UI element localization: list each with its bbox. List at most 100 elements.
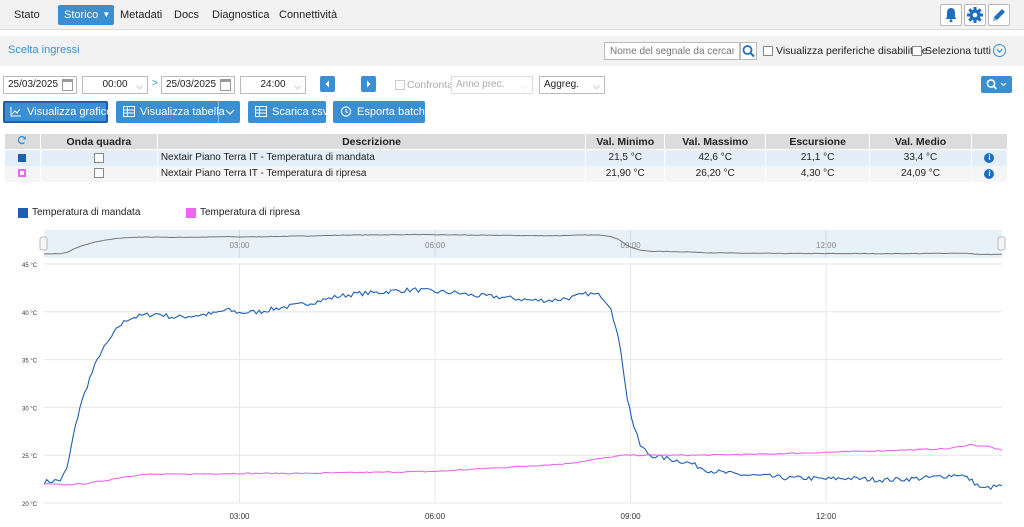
- nav-metadati[interactable]: Metadati: [120, 9, 163, 21]
- nav-stato[interactable]: Stato: [14, 9, 40, 21]
- nav-diagnostica[interactable]: Diagnostica: [212, 9, 270, 21]
- info-cell: i: [971, 165, 1009, 182]
- x-axis-ticks: 03:00 06:00 09:00 12:00: [229, 512, 836, 521]
- chevron-down-icon: ⌵: [521, 81, 528, 91]
- nav-docs[interactable]: Docs: [174, 9, 200, 21]
- info-icon[interactable]: i: [984, 169, 995, 179]
- top-nav: Stato Storico ▼ Metadati Docs Diagnostic…: [0, 0, 1024, 30]
- min-cell: 21,90 °C: [585, 165, 666, 182]
- compare-period-select[interactable]: Anno prec. ⌵: [451, 76, 533, 94]
- show-table-button[interactable]: Visualizza tabella: [116, 101, 240, 123]
- description-cell: Nextair Piano Terra IT - Temperatura di …: [157, 149, 587, 166]
- info-icon[interactable]: i: [984, 153, 995, 164]
- date-to-input[interactable]: 25/03/2025: [161, 76, 235, 94]
- column-header-description: Descrizione: [156, 133, 587, 150]
- previous-period-button[interactable]: [320, 76, 335, 92]
- min-cell: 21,5 °C: [585, 149, 666, 166]
- series-color-swatch[interactable]: [18, 169, 27, 178]
- square-wave-checkbox[interactable]: [93, 168, 104, 179]
- chevron-down-icon: ⌵: [294, 81, 301, 91]
- navigator-left-handle[interactable]: [39, 236, 48, 251]
- date-to-value: 25/03/2025: [166, 79, 217, 90]
- download-csv-button[interactable]: Scarica csv: [248, 101, 328, 123]
- max-cell: 42,6 °C: [664, 149, 767, 166]
- notifications-button[interactable]: [940, 4, 962, 26]
- column-header-min: Val. Minimo: [585, 133, 666, 150]
- nav-storico[interactable]: Storico ▼: [58, 5, 115, 25]
- calendar-icon[interactable]: [62, 79, 73, 91]
- clock-icon: [340, 106, 352, 117]
- show-disabled-label: Visualizza periferiche disabilitate: [776, 45, 928, 57]
- y-tick-label: 35 °C: [22, 359, 38, 365]
- date-from-input[interactable]: 25/03/2025: [3, 76, 77, 94]
- compare-checkbox[interactable]: [395, 80, 405, 90]
- column-header-max: Val. Massimo: [664, 133, 767, 150]
- gear-icon: [967, 7, 983, 23]
- aggregation-select[interactable]: Aggreg. ⌵: [539, 76, 605, 94]
- next-period-button[interactable]: [361, 76, 376, 92]
- square-wave-cell: [40, 149, 158, 166]
- x-tick-label: 03:00: [229, 512, 250, 521]
- refresh-column-header[interactable]: [4, 133, 41, 150]
- column-header-range: Escursione: [765, 133, 871, 150]
- column-header-square-wave: Onda quadra: [39, 133, 158, 150]
- series-line-return-temperature[interactable]: [43, 444, 1003, 486]
- square-wave-cell: [40, 165, 158, 182]
- chevron-down-icon: ▼: [102, 10, 111, 19]
- series-line-supply-temperature[interactable]: [43, 287, 1003, 491]
- search-button[interactable]: [740, 42, 757, 60]
- signal-search-input[interactable]: [604, 42, 740, 60]
- date-from-value: 25/03/2025: [8, 79, 59, 90]
- y-tick-label: 20 °C: [22, 502, 38, 508]
- y-axis-ticks: 45 °C 40 °C 35 °C 30 °C 25 °C 20 °C: [22, 263, 38, 508]
- chart-line-icon: [10, 107, 21, 117]
- caret-left-icon: [325, 80, 329, 88]
- refresh-icon[interactable]: [17, 135, 27, 145]
- legend-label-supply[interactable]: Temperatura di mandata: [32, 207, 141, 218]
- table-row[interactable]: Nextair Piano Terra IT - Temperatura di …: [4, 149, 1009, 166]
- legend-swatch-supply[interactable]: [18, 208, 28, 218]
- chevron-down-circle-icon[interactable]: [992, 43, 1007, 58]
- show-disabled-checkbox[interactable]: [763, 46, 773, 56]
- time-from-select[interactable]: 00:00 ⌵: [82, 76, 148, 94]
- temperature-chart: 03:00 06:00 09:00 12:00 45 °C 40 °C 35 °C 30 °…: [22, 230, 1006, 521]
- avg-cell: 33,4 °C: [869, 149, 972, 166]
- bell-icon: [945, 8, 957, 23]
- navigator-right-handle[interactable]: [997, 236, 1006, 251]
- compare-period-value: Anno prec.: [456, 79, 505, 90]
- search-icon: [986, 79, 1007, 90]
- x-tick-label: 09:00: [621, 512, 642, 521]
- calendar-icon[interactable]: [220, 79, 231, 91]
- aggregation-value: Aggreg.: [544, 79, 580, 90]
- input-selection-title[interactable]: Scelta ingressi: [8, 44, 80, 56]
- compare-label: Confronta: [407, 79, 454, 91]
- max-cell: 26,20 °C: [664, 165, 767, 182]
- navigator-tick-label: 06:00: [425, 241, 446, 250]
- navigator-tick-label: 03:00: [229, 241, 250, 250]
- chevron-down-icon[interactable]: [224, 107, 236, 117]
- edit-button[interactable]: [988, 4, 1010, 26]
- range-cell: 4,30 °C: [765, 165, 871, 182]
- export-batch-label: Esporta batch: [357, 106, 425, 118]
- time-to-select[interactable]: 24:00 ⌵: [240, 76, 306, 94]
- export-batch-button[interactable]: Esporta batch: [333, 101, 425, 123]
- table-icon: [123, 106, 135, 117]
- settings-button[interactable]: [964, 4, 986, 26]
- search-options-button[interactable]: [981, 76, 1012, 93]
- time-from-value: 00:00: [102, 79, 128, 90]
- nav-storico-label: Storico: [64, 9, 99, 21]
- y-tick-label: 40 °C: [22, 311, 38, 317]
- navigator-tick-label: 12:00: [816, 241, 837, 250]
- square-wave-checkbox[interactable]: [93, 152, 104, 163]
- chart-grid: [44, 263, 1002, 504]
- show-chart-button[interactable]: Visualizza grafico: [3, 101, 112, 123]
- x-tick-label: 06:00: [425, 512, 446, 521]
- legend-label-return[interactable]: Temperatura di ripresa: [200, 207, 301, 218]
- series-color-swatch[interactable]: [18, 153, 27, 162]
- select-all-checkbox[interactable]: [912, 46, 922, 56]
- table-row[interactable]: Nextair Piano Terra IT - Temperatura di …: [4, 165, 1009, 182]
- y-tick-label: 30 °C: [22, 406, 38, 412]
- legend-swatch-return[interactable]: [186, 208, 196, 218]
- nav-connettivita[interactable]: Connettività: [279, 9, 338, 21]
- pencil-icon: [993, 9, 1005, 21]
